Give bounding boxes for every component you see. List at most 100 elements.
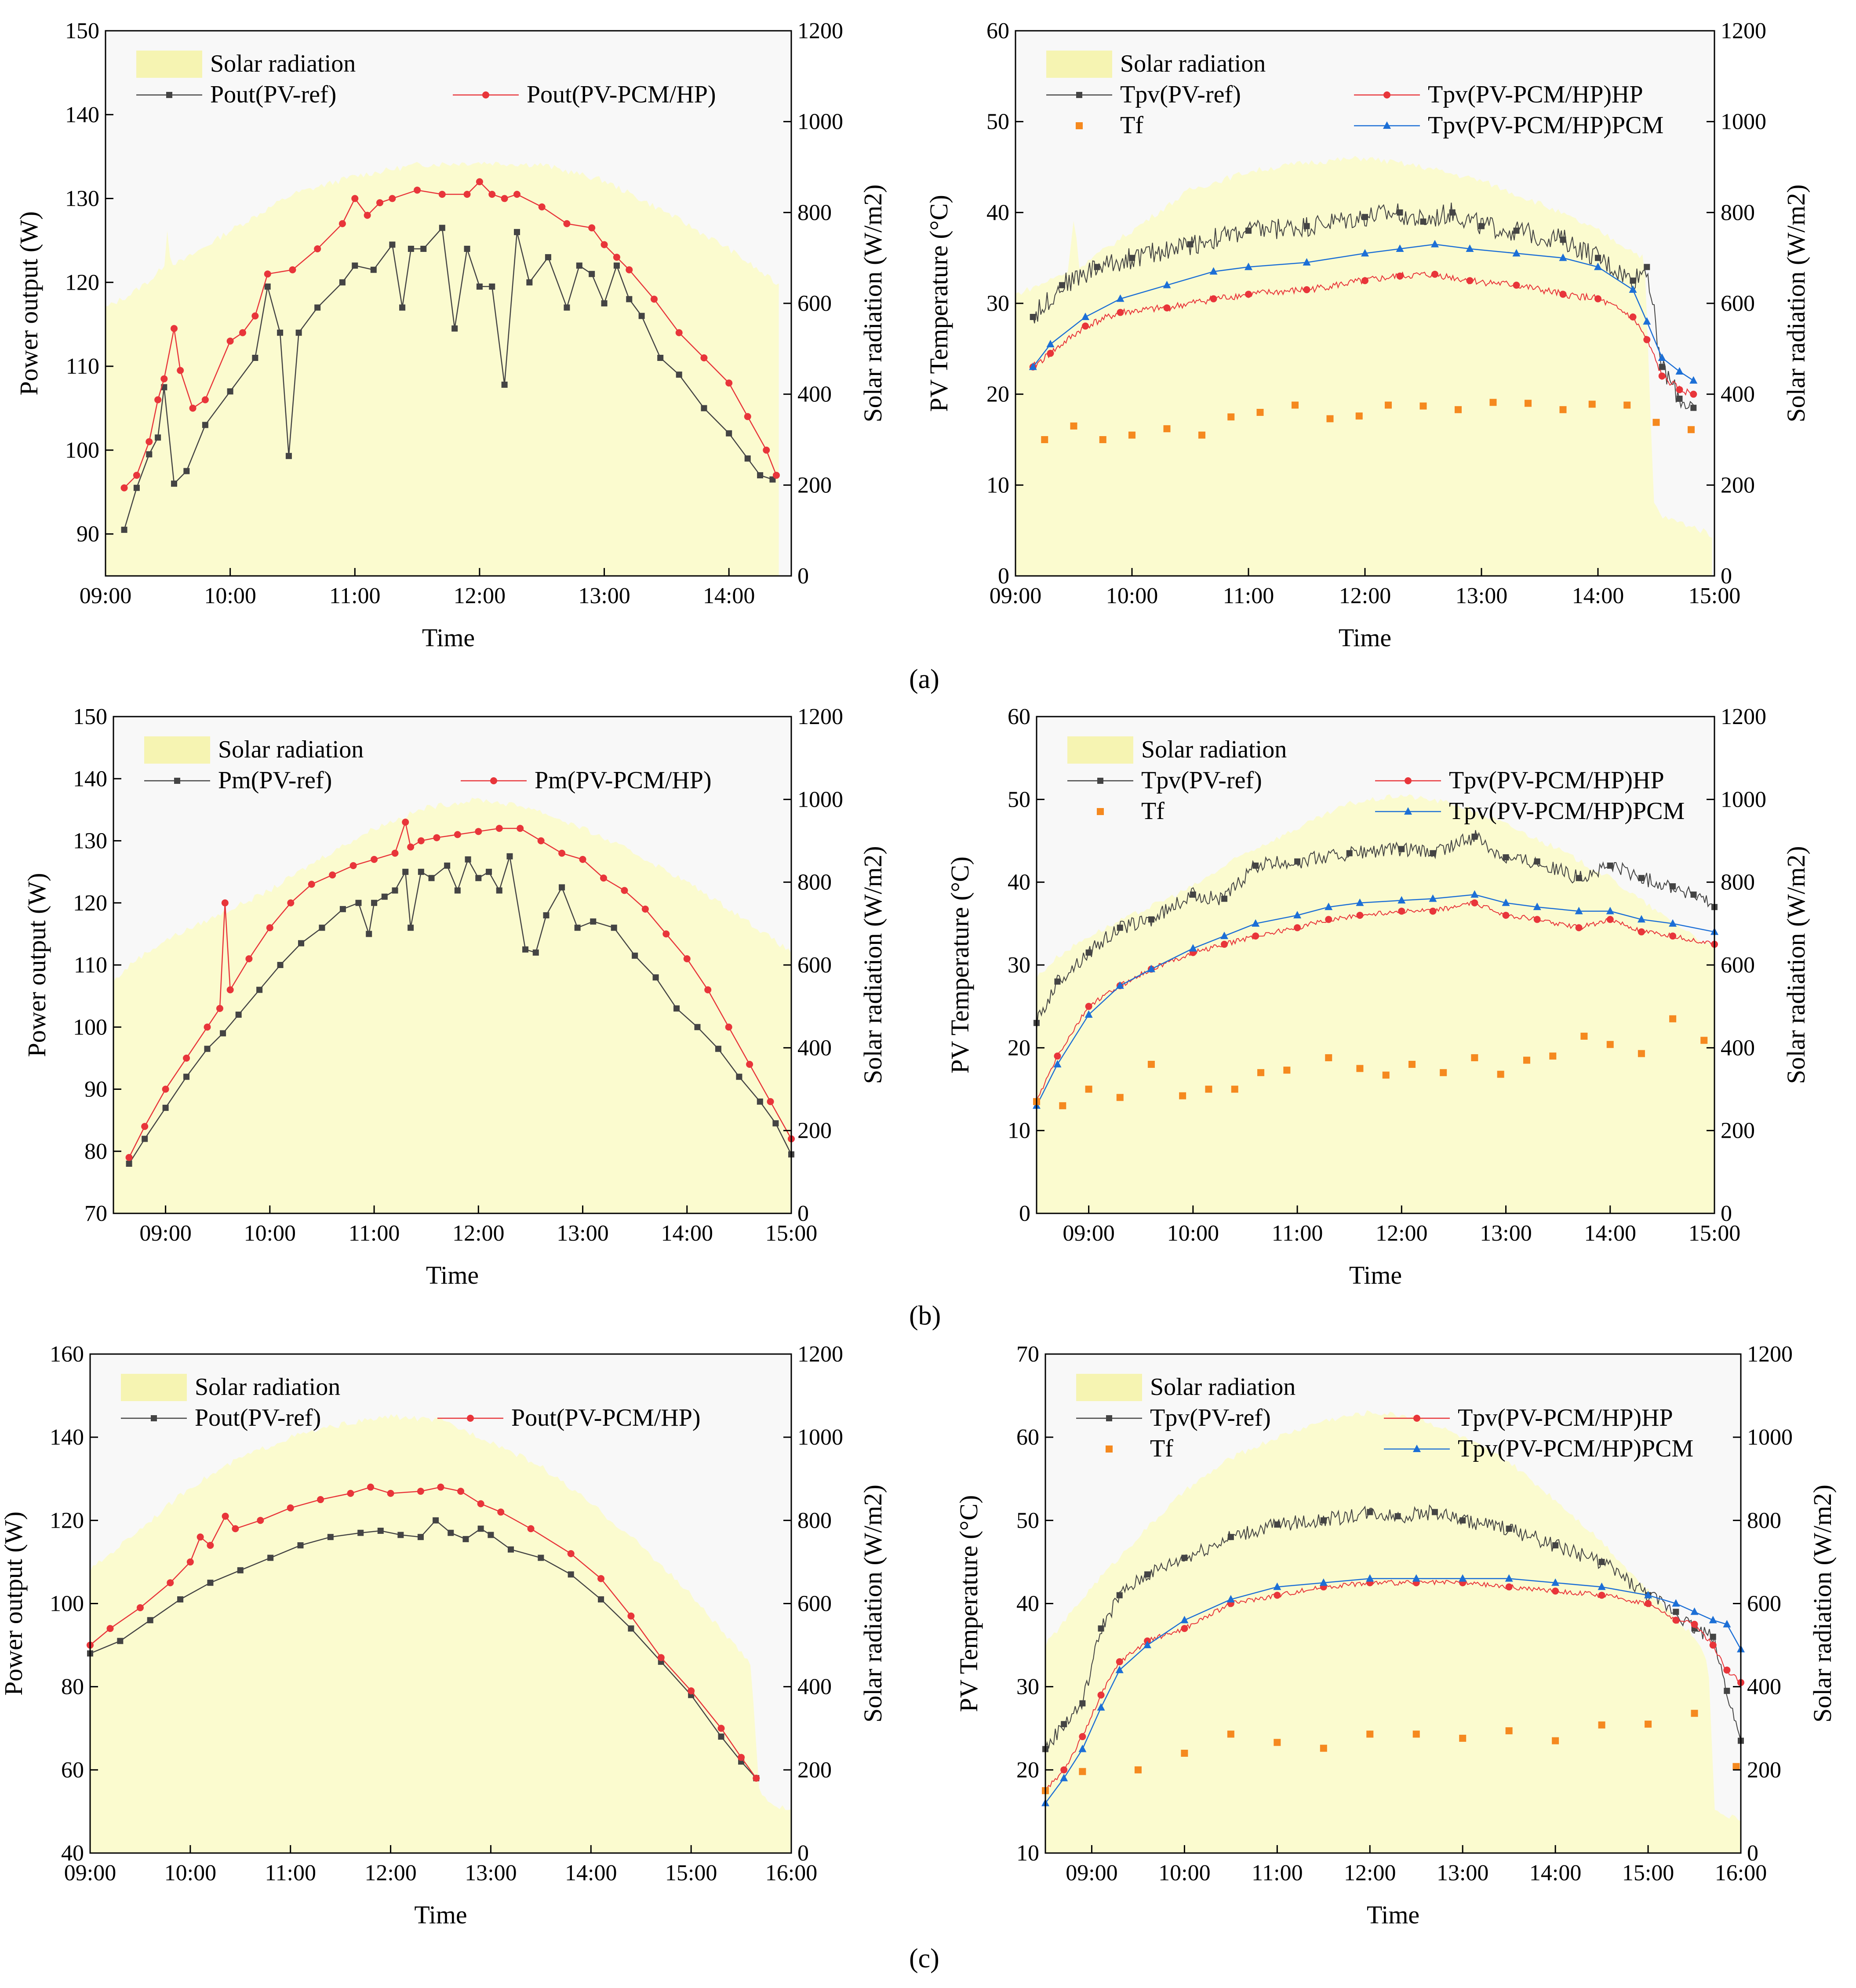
- x-tick-label: 15:00: [1622, 1861, 1674, 1886]
- pout_ref-point: [399, 304, 406, 311]
- tpv_hp-point: [1325, 916, 1332, 923]
- x-tick-label: 14:00: [1584, 1221, 1636, 1246]
- pm_pcm-point: [417, 837, 425, 845]
- tpv_pcm-point: [1046, 340, 1055, 347]
- x-tick-label: 12:00: [364, 1861, 416, 1886]
- chart-c-temp: 10 20 30 40 50 60 70 0 200 400 600 800 1000 1200 09:00…: [954, 1342, 1837, 1929]
- pm_ref-point: [381, 893, 388, 900]
- pout_pcm-point: [338, 220, 346, 227]
- pm_ref-point: [454, 887, 461, 894]
- tpv_hp-point: [1396, 273, 1404, 280]
- y2-tick-label: 400: [1721, 382, 1755, 407]
- legend-swatch-radiation: [1067, 736, 1133, 764]
- tf-point: [1691, 1710, 1698, 1717]
- chart-c-power: 40 60 80 100 120 140 160 0 200 400 600 800 1000 1200 0…: [0, 1342, 887, 1929]
- chart-a-power: 90 100 110 120 130 140 150 0 200 400 600 800 1000 120…: [15, 18, 887, 652]
- tpv_hp-point: [1181, 1625, 1188, 1632]
- pout_pcm-point: [160, 375, 168, 382]
- y-tick-label: 40: [61, 1841, 84, 1866]
- y2-tick-label: 800: [797, 870, 832, 895]
- pout_ref-point: [146, 451, 153, 458]
- tf-point: [1085, 1085, 1092, 1093]
- y2-tick-label: 600: [797, 291, 832, 316]
- pout_pcm-point: [538, 203, 546, 211]
- tf-point: [1525, 400, 1532, 407]
- pout_ref-point: [545, 254, 551, 261]
- pm_pcm-point: [287, 899, 295, 907]
- y2-tick-label: 400: [1721, 1035, 1755, 1060]
- tpv_pcm-point: [1226, 1595, 1235, 1603]
- tpv_ref-point: [1690, 891, 1697, 898]
- y2-tick-label: 1200: [797, 1342, 843, 1367]
- tpv_pcm-point: [1097, 1703, 1105, 1711]
- pm_pcm-point: [433, 834, 440, 841]
- tf-point: [1070, 422, 1077, 430]
- x-tick-label: 12:00: [452, 1221, 504, 1246]
- pm_ref-point: [402, 869, 409, 875]
- y2-axis-label: Solar radiation (W/m2): [1782, 184, 1810, 422]
- pout_pcm-point: [189, 404, 197, 412]
- tpv_pcm-point: [1429, 894, 1437, 902]
- tpv_ref-point: [1061, 1721, 1067, 1727]
- pout_pcm-point: [597, 1575, 605, 1582]
- tpv_pcm-point: [1078, 1744, 1087, 1752]
- pout_pcm-point: [232, 1525, 239, 1533]
- x-axis-label: Time: [1349, 1261, 1402, 1289]
- x-tick-label: 11:00: [265, 1861, 316, 1886]
- y2-tick-label: 200: [1747, 1758, 1781, 1783]
- tpv_hp-point: [1079, 1733, 1086, 1740]
- pout_pcm-point: [389, 195, 396, 202]
- pout_pcm-point: [120, 484, 128, 492]
- pout_pcm-point: [717, 1725, 725, 1732]
- legend-marker-tpv_ref: [1106, 1415, 1112, 1421]
- tpv_pcm-point: [1575, 907, 1583, 914]
- tpv_hp-point: [1431, 270, 1438, 278]
- pout_ref-point: [121, 527, 127, 533]
- series-tpv_pcm: [1029, 240, 1698, 384]
- x-axis-label: Time: [426, 1261, 479, 1289]
- tf-point: [1079, 1768, 1086, 1775]
- pout_ref-point: [252, 355, 258, 361]
- x-axis-label: Time: [422, 623, 475, 652]
- legend-label-tpv_ref: Tpv(PV-ref): [1141, 767, 1262, 794]
- pm_pcm-point: [495, 825, 503, 832]
- tpv_ref-point: [1630, 277, 1636, 284]
- pm_ref-point: [496, 887, 502, 894]
- tpv_ref-point: [1079, 1700, 1086, 1707]
- y2-tick-label: 1200: [1721, 704, 1766, 729]
- tpv_pcm-point: [1505, 1574, 1513, 1582]
- tpv_pcm-point: [1319, 1578, 1328, 1586]
- panel-label-b: (b): [909, 1301, 941, 1331]
- legend-label-solar_radiation: Solar radiation: [1141, 736, 1287, 763]
- pout_pcm-point: [438, 191, 446, 198]
- pout_ref-point: [676, 371, 682, 378]
- pout_pcm-point: [146, 438, 153, 445]
- y2-tick-label: 1000: [797, 1425, 843, 1450]
- tf-point: [1732, 1763, 1740, 1770]
- pm_ref-point: [506, 853, 513, 859]
- pout_ref-point: [744, 455, 751, 462]
- pout_pcm-point: [488, 191, 496, 198]
- y-tick-label: 140: [50, 1425, 84, 1450]
- pout_pcm-point: [651, 295, 658, 303]
- pout_pcm-point: [513, 191, 520, 198]
- pm_pcm-point: [725, 1023, 732, 1031]
- tpv_ref-point: [1362, 214, 1368, 220]
- pout_pcm-point: [700, 354, 708, 361]
- pm_pcm-point: [621, 887, 628, 894]
- y-tick-label: 10: [1008, 1118, 1030, 1143]
- pout_pcm-point: [688, 1687, 695, 1695]
- pout_ref-point: [626, 296, 633, 302]
- pm_ref-point: [475, 875, 482, 881]
- pout_pcm-point: [626, 266, 633, 273]
- tpv_ref-point: [1085, 949, 1092, 956]
- tpv_hp-point: [1274, 1591, 1281, 1599]
- tpv_pcm-point: [1470, 890, 1479, 898]
- pout_ref-point: [147, 1617, 153, 1624]
- y-tick-label: 130: [73, 829, 107, 854]
- y2-axis-label: Solar radiation (W/m2): [1808, 1485, 1837, 1722]
- pm_pcm-point: [767, 1098, 774, 1105]
- radiation-area: [1015, 156, 1712, 576]
- series-tpv_ref: [1034, 830, 1718, 1030]
- pout_ref-line: [90, 1519, 757, 1779]
